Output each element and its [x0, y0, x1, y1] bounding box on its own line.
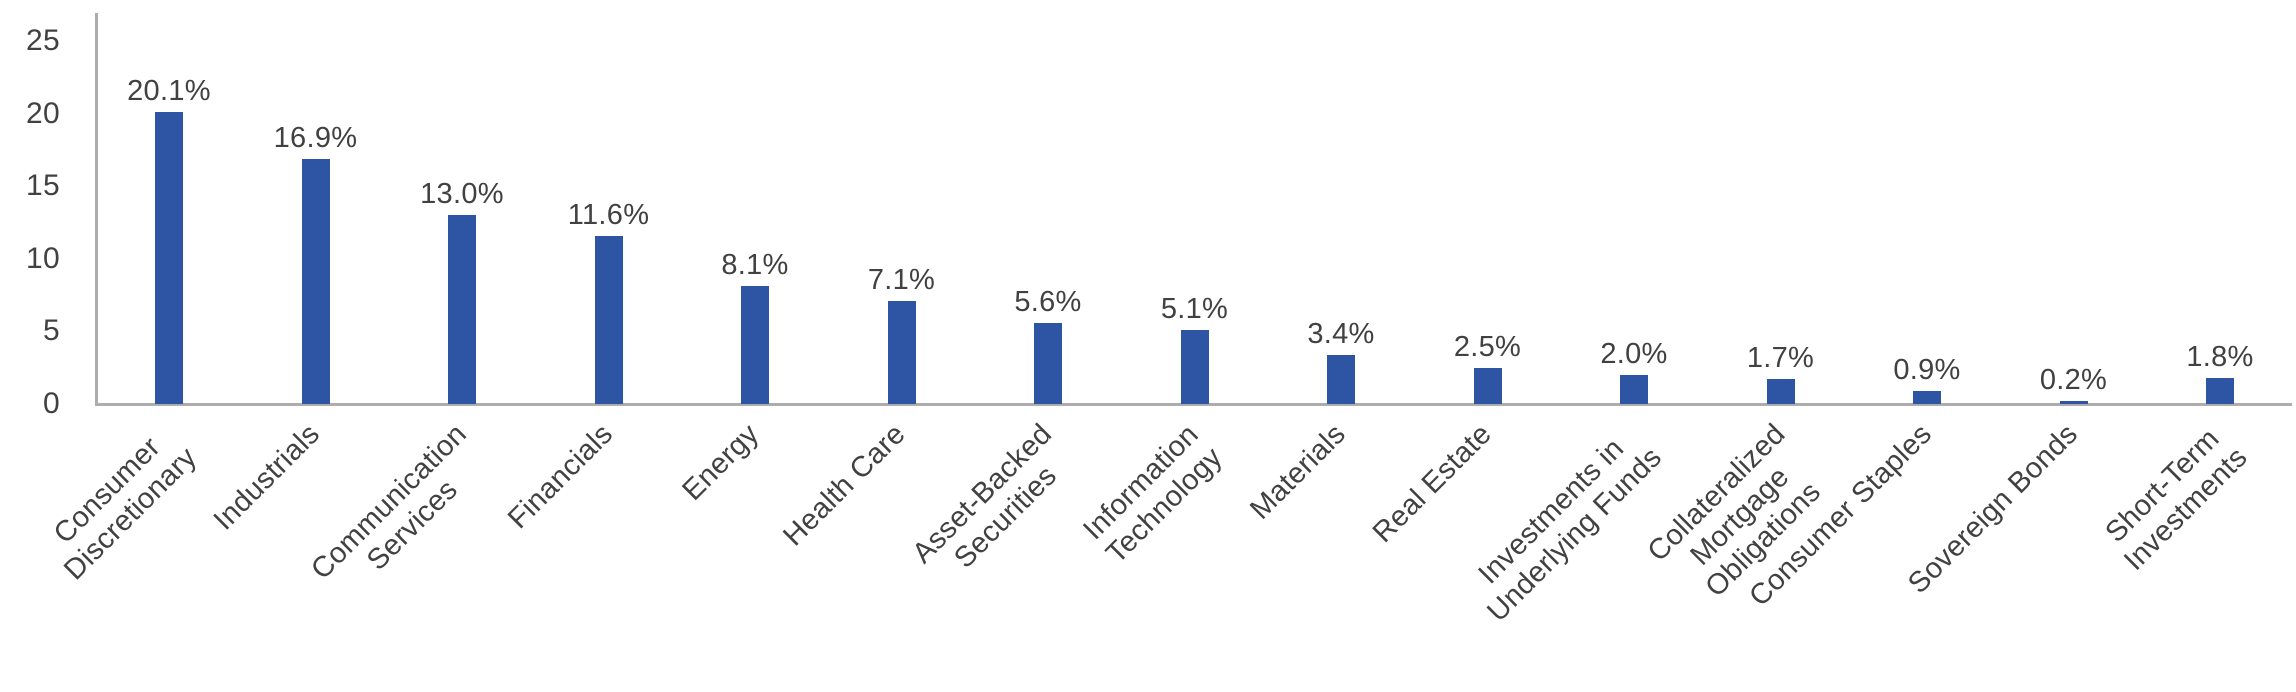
bar-value-label: 7.1%: [867, 264, 936, 296]
x-axis-label: Information Technology: [1077, 418, 1229, 570]
y-tick-label: 0: [43, 387, 60, 420]
bar-value-label: 2.0%: [1600, 338, 1668, 370]
bar: [1034, 323, 1062, 404]
x-axis-label: Collateralized Mortgage Obligations: [1641, 418, 1827, 604]
bar-value-label: 1.8%: [2186, 341, 2254, 373]
x-axis-line: [95, 403, 2292, 406]
x-axis-label: Asset-Backed Securities: [906, 418, 1064, 575]
bar: [2059, 401, 2088, 404]
bar-value-label: 0.9%: [1893, 354, 1961, 386]
bar-value-label: 5.6%: [1014, 286, 1082, 318]
bar: [448, 215, 476, 404]
x-axis-label: Communication Services: [304, 418, 473, 586]
bar-value-label: 5.1%: [1160, 293, 1229, 325]
bar: [594, 236, 623, 404]
bar: [741, 286, 769, 404]
bar-value-label: 20.1%: [127, 75, 211, 107]
bar-value-label: 0.2%: [2039, 364, 2108, 396]
bar-value-label: 11.6%: [567, 199, 650, 231]
y-tick-label: 20: [26, 96, 60, 130]
bar-value-label: 8.1%: [721, 249, 789, 281]
x-axis-label: Real Estate: [1367, 418, 1499, 549]
x-axis-label: Financials: [502, 418, 620, 536]
bar-value-label: 2.5%: [1453, 331, 1522, 363]
y-tick-label: 10: [26, 241, 60, 275]
y-tick-label: 15: [26, 169, 60, 203]
x-axis-label: Consumer Discretionary: [47, 431, 203, 587]
bar: [1327, 355, 1355, 404]
x-axis-label: Industrials: [207, 418, 327, 537]
bar: [1473, 368, 1502, 404]
y-axis-line: [95, 13, 98, 406]
bar-value-label: 3.4%: [1307, 318, 1375, 350]
bar: [1180, 330, 1209, 404]
y-tick-label: 5: [43, 314, 60, 348]
bar: [301, 159, 330, 404]
x-axis-label: Materials: [1243, 418, 1352, 526]
bar: [1766, 379, 1795, 404]
bar: [887, 301, 916, 404]
x-axis-label: Health Care: [777, 418, 913, 553]
bar: [1913, 391, 1941, 404]
bar: [155, 112, 183, 404]
x-axis-label: Energy: [676, 418, 766, 507]
y-tick-label: 25: [26, 24, 60, 57]
bar-value-label: 1.7%: [1746, 342, 1815, 374]
bar-value-label: 13.0%: [420, 178, 504, 210]
bar: [2206, 378, 2234, 404]
bar: [1620, 375, 1648, 404]
x-axis-label: Short-Term Investments: [2099, 422, 2254, 577]
bar-value-label: 16.9%: [273, 122, 358, 154]
